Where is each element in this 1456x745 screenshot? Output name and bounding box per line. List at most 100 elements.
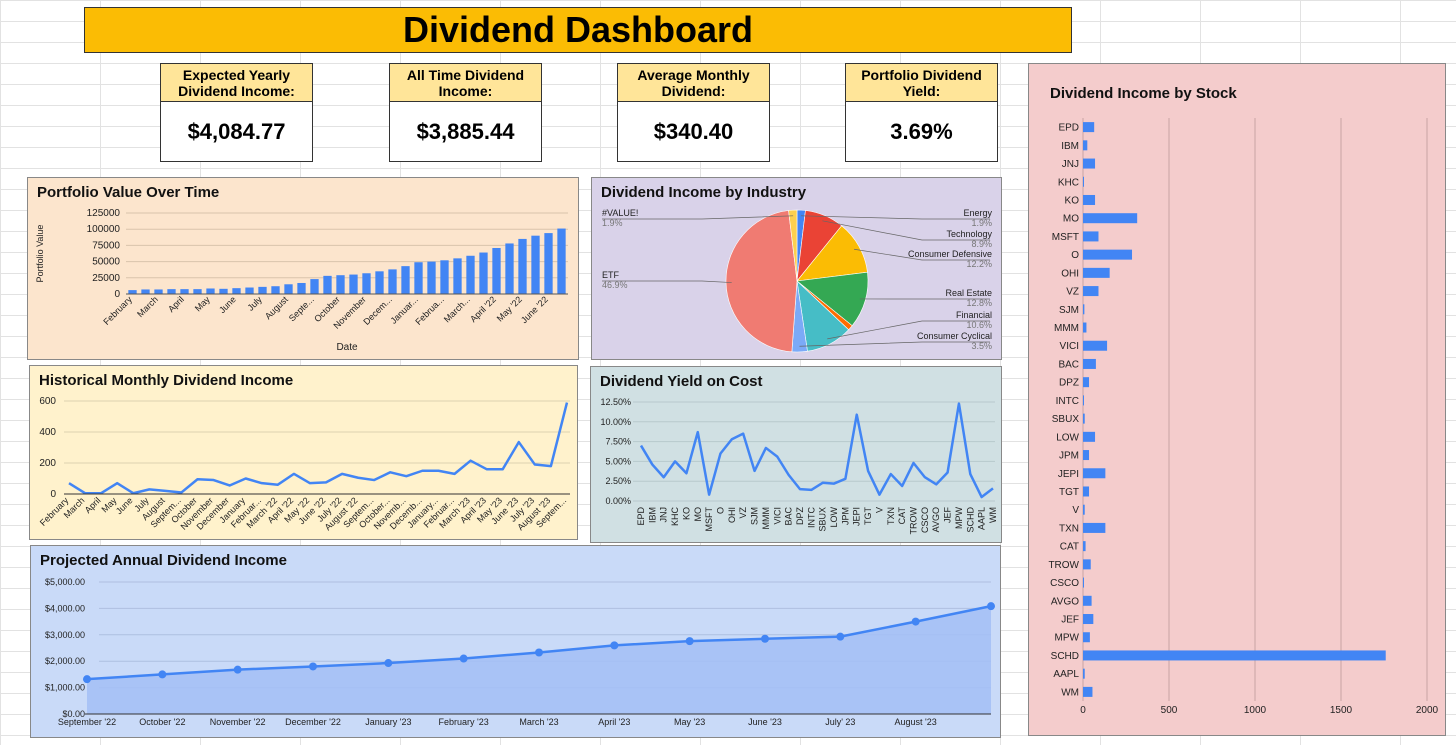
x-tick-label: July	[246, 294, 265, 313]
bar	[544, 233, 553, 294]
x-tick-label: LOW	[829, 507, 839, 528]
x-tick-label: JEPI	[852, 507, 862, 526]
area-fill	[87, 606, 991, 714]
data-point	[685, 637, 694, 646]
x-tick-label: SBUX	[818, 507, 828, 532]
bar	[1083, 377, 1090, 388]
data-point	[987, 602, 995, 611]
y-tick-label: JNJ	[1062, 159, 1079, 170]
chart-title: Dividend Income by Stock	[1050, 85, 1237, 102]
x-tick-label: December '22	[285, 717, 341, 727]
pie-label: Energy	[963, 208, 992, 218]
data-point	[384, 659, 393, 668]
bar	[1083, 595, 1092, 606]
y-tick-label: SJM	[1059, 305, 1079, 316]
y-tick-label: JPM	[1059, 451, 1079, 462]
bar	[1083, 504, 1085, 515]
y-tick-label: 25000	[92, 273, 120, 284]
pie-slice	[796, 271, 869, 327]
data-point	[233, 665, 242, 674]
y-tick-label: $3,000.00	[45, 630, 85, 640]
x-tick-label: June	[114, 495, 135, 516]
chart-title: Historical Monthly Dividend Income	[39, 372, 294, 389]
kpi-yield: Portfolio Dividend Yield: 3.69%	[845, 63, 998, 162]
x-tick-label: JNJ	[659, 507, 669, 523]
bar	[1083, 194, 1096, 205]
bar	[375, 271, 384, 294]
x-tick-label: DPZ	[795, 506, 805, 525]
x-tick-label: MSFT	[704, 507, 714, 532]
x-tick-label: JEF	[943, 507, 953, 524]
monthly-dividend-plot: 0200400600FebruaryMarchAprilMayJuneJulyA…	[38, 396, 570, 532]
x-tick-label: VZ	[738, 507, 748, 519]
y-tick-label: VZ	[1066, 287, 1079, 298]
pie-leader-line	[827, 320, 990, 340]
x-tick-label: March '23	[519, 717, 558, 727]
y-tick-label: MPW	[1055, 633, 1080, 644]
y-tick-label: 0	[50, 489, 56, 500]
x-tick-label: June	[217, 294, 238, 315]
x-tick-label: SCHD	[965, 507, 975, 533]
bar	[1083, 176, 1084, 187]
bar	[492, 247, 501, 294]
x-tick-label: 0	[1080, 705, 1086, 716]
x-tick-label: V	[874, 507, 884, 513]
y-tick-label: TXN	[1059, 523, 1079, 534]
y-tick-label: LOW	[1056, 432, 1079, 443]
bar	[1083, 632, 1090, 643]
projected-income-plot: $0.00 $1,000.00 $2,000.00 $3,000.00 $4,000.0…	[45, 577, 995, 727]
bar	[232, 288, 241, 294]
bar	[1083, 213, 1138, 224]
bar	[1083, 541, 1086, 552]
chart-title: Dividend Income by Industry	[601, 184, 807, 201]
data-point	[309, 662, 317, 671]
bar	[1083, 650, 1386, 661]
pie-slice	[725, 210, 798, 353]
bar	[1083, 522, 1106, 533]
bar	[128, 290, 137, 294]
y-tick-label: OHI	[1061, 268, 1079, 279]
bar	[1083, 358, 1096, 369]
y-tick-label: 10.00%	[600, 417, 631, 427]
bar	[479, 252, 488, 294]
y-tick-label: $1,000.00	[45, 683, 85, 693]
x-tick-label: 500	[1161, 705, 1178, 716]
y-tick-label: TGT	[1059, 487, 1079, 498]
kpi-value: $4,084.77	[187, 119, 286, 144]
x-tick-label: MPW	[954, 507, 964, 530]
bar	[193, 289, 202, 294]
data-point	[535, 648, 543, 657]
pie-label: Financial	[956, 310, 992, 320]
y-tick-label: $5,000.00	[45, 577, 85, 587]
x-tick-label: EPD	[636, 507, 646, 526]
y-tick-label: INTC	[1056, 396, 1079, 407]
y-tick-label: 7.50%	[605, 437, 631, 447]
pie-leader-line	[854, 248, 990, 261]
kpi-value: 3.69%	[890, 119, 953, 144]
bar	[1083, 668, 1085, 679]
bar	[440, 260, 449, 294]
x-tick-label: March...	[442, 294, 472, 324]
y-axis-label: Portfolio Value	[35, 225, 45, 283]
pie-pct-label: 1.9%	[971, 218, 992, 228]
pie-label: Technology	[946, 229, 992, 239]
pie-pct-label: 10.6%	[966, 320, 992, 330]
pie-label: Real Estate	[945, 288, 992, 298]
pie-pct-label: 46.9%	[602, 280, 628, 290]
x-tick-label: April '23	[598, 717, 630, 727]
dashboard-title: Dividend Dashboard	[84, 7, 1072, 53]
bar	[323, 275, 332, 294]
x-tick-label: BAC	[784, 507, 794, 526]
y-tick-label: 200	[39, 458, 56, 469]
bar	[1083, 140, 1088, 151]
x-tick-label: INTC	[806, 507, 816, 528]
data-point	[83, 675, 91, 684]
kpi-value: $340.40	[653, 119, 734, 144]
y-tick-label: EPD	[1058, 123, 1079, 134]
bar	[1083, 413, 1085, 424]
kpi-label: Average Monthly Dividend:	[618, 64, 769, 102]
bar	[1083, 486, 1090, 497]
bar	[518, 238, 527, 294]
y-tick-label: VICI	[1060, 341, 1079, 352]
y-tick-label: 0.00%	[605, 496, 631, 506]
